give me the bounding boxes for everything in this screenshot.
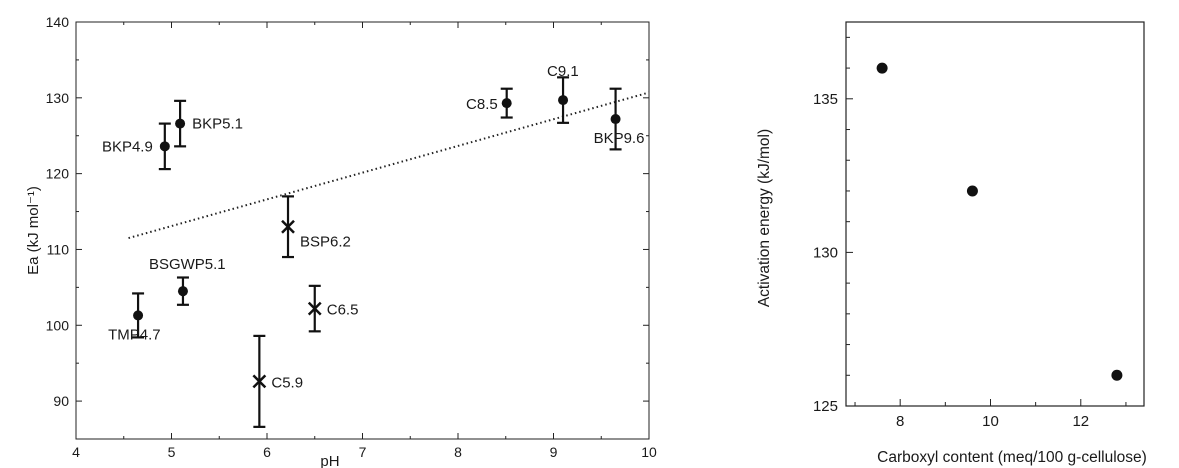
- x-tick-label: 10: [641, 444, 657, 460]
- data-point: [175, 118, 186, 129]
- data-point-cross: [307, 301, 322, 316]
- y-tick-label: 100: [46, 317, 70, 333]
- x-tick-label: 12: [1072, 413, 1089, 430]
- cross-stroke: [307, 301, 322, 316]
- plot-frame: [845, 21, 1145, 407]
- point-label: BSP6.2: [300, 234, 351, 251]
- y-tick-label: 90: [53, 393, 69, 409]
- x-tick-label: 8: [454, 444, 462, 460]
- y-tick-label: 140: [46, 14, 70, 30]
- right-chart: 8 10 12 125 130 135 Carboxyl content (meq/100 …: [756, 21, 1147, 466]
- y-axis-label: Ea (kJ mol⁻¹): [25, 186, 42, 275]
- x-tick-label: 9: [550, 444, 558, 460]
- point-label: TMP4.7: [108, 326, 161, 343]
- y-tick-label: 130: [46, 90, 70, 106]
- point-label: C5.9: [271, 374, 303, 391]
- data-point: [133, 310, 144, 321]
- data-point: [501, 98, 512, 109]
- data-point: [1111, 369, 1123, 381]
- y-tick-label: 135: [813, 91, 838, 108]
- point-label: C6.5: [327, 302, 359, 319]
- data-point: [159, 141, 170, 152]
- y-tick-label: 110: [47, 241, 70, 257]
- point-label: BKP5.1: [192, 116, 243, 133]
- y-tick-label: 120: [46, 166, 70, 182]
- left-chart: 4 5 6 7 8 9 10 90 100 110 120 130 140 pH Ea (kJ mol⁻¹)…: [25, 14, 657, 468]
- x-tick-label: 8: [896, 413, 904, 430]
- data-point-cross: [281, 219, 295, 234]
- x-tick-label: 10: [982, 413, 999, 430]
- data-point: [966, 185, 978, 197]
- cross-stroke: [281, 219, 295, 234]
- x-axis-label: Carboxyl content (meq/100 g-cellulose): [877, 449, 1147, 466]
- point-label: BKP4.9: [102, 138, 153, 155]
- data-point: [558, 95, 569, 106]
- x-tick-label: 5: [168, 444, 176, 460]
- point-label: BKP9.6: [594, 130, 645, 147]
- data-point: [610, 114, 621, 125]
- data-point-cross: [252, 374, 267, 389]
- x-axis-label: pH: [320, 453, 339, 468]
- point-label: C8.5: [466, 96, 498, 113]
- y-axis-label: Activation energy (kJ/mol): [756, 129, 773, 307]
- y-tick-label: 125: [813, 398, 838, 415]
- point-label: C9.1: [547, 63, 579, 80]
- x-tick-label: 4: [72, 444, 80, 460]
- trendline: [128, 91, 650, 240]
- x-tick-label: 6: [263, 444, 271, 460]
- point-label: BSGWP5.1: [149, 256, 226, 273]
- data-point: [177, 286, 188, 297]
- cross-stroke: [252, 374, 267, 389]
- y-tick-label: 130: [813, 244, 838, 261]
- data-point: [876, 62, 888, 74]
- x-tick-label: 7: [359, 444, 367, 460]
